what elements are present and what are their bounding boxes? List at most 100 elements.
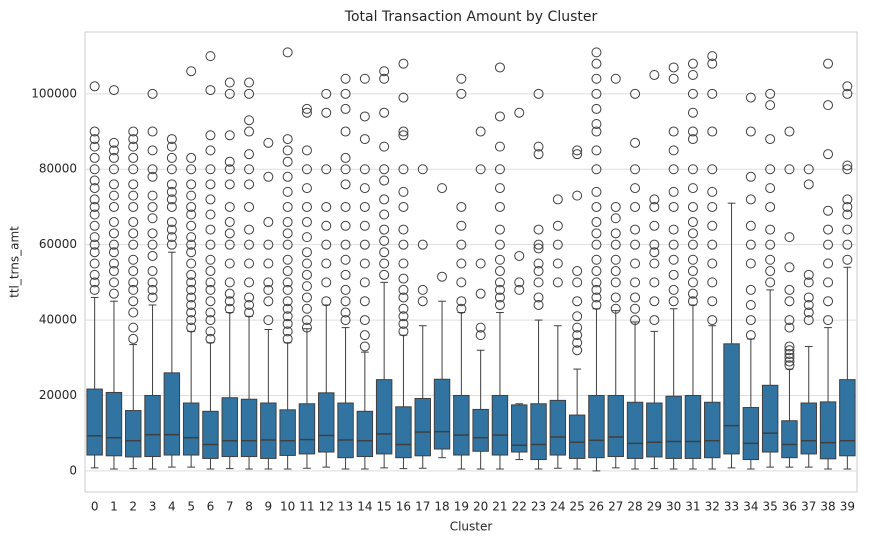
outlier xyxy=(282,254,293,265)
outlier xyxy=(205,333,216,344)
box xyxy=(202,410,219,459)
box xyxy=(453,394,470,456)
outlier xyxy=(456,201,467,212)
outlier xyxy=(649,277,660,288)
outlier xyxy=(166,224,177,235)
outlier xyxy=(282,284,293,295)
box xyxy=(742,407,760,461)
outlier xyxy=(591,103,602,114)
outlier xyxy=(765,164,776,175)
outlier xyxy=(128,152,139,163)
outlier xyxy=(765,183,776,194)
outlier xyxy=(340,73,351,84)
outlier xyxy=(108,145,119,156)
outlier xyxy=(707,201,718,212)
outlier xyxy=(456,277,467,288)
outlier xyxy=(205,307,216,318)
outlier xyxy=(765,100,776,111)
outlier xyxy=(649,201,660,212)
outlier xyxy=(224,303,235,314)
outlier xyxy=(205,145,216,156)
outlier xyxy=(359,111,370,122)
outlier xyxy=(205,164,216,175)
outlier xyxy=(89,194,100,205)
outlier xyxy=(649,258,660,269)
outlier xyxy=(263,284,274,295)
outlier xyxy=(398,318,409,329)
outlier xyxy=(687,88,698,99)
outlier xyxy=(89,183,100,194)
outlier xyxy=(591,58,602,69)
chart-title: Total Transaction Amount by Cluster xyxy=(344,9,598,25)
box xyxy=(125,410,142,458)
outlier xyxy=(186,307,197,318)
outlier xyxy=(379,194,390,205)
outlier xyxy=(186,247,197,258)
outlier xyxy=(494,224,505,235)
outlier xyxy=(668,254,679,265)
outlier xyxy=(147,145,158,156)
outlier xyxy=(379,209,390,220)
outlier xyxy=(630,315,641,326)
outlier xyxy=(494,201,505,212)
outlier xyxy=(379,269,390,280)
outlier xyxy=(784,352,795,363)
box xyxy=(105,391,123,457)
box xyxy=(279,409,296,456)
outlier xyxy=(610,266,621,277)
outlier xyxy=(244,115,255,126)
outlier xyxy=(108,201,119,212)
outlier xyxy=(765,201,776,212)
outlier xyxy=(321,277,332,288)
outlier xyxy=(340,88,351,99)
outlier xyxy=(649,239,660,250)
outlier xyxy=(823,315,834,326)
outlier xyxy=(552,220,563,231)
x-tick-label: 18 xyxy=(434,500,449,514)
outlier xyxy=(224,239,235,250)
outlier xyxy=(630,224,641,235)
outlier xyxy=(572,266,583,277)
outlier xyxy=(379,247,390,258)
x-tick-label: 3 xyxy=(149,500,157,514)
outlier xyxy=(533,224,544,235)
outlier xyxy=(282,201,293,212)
outlier xyxy=(147,88,158,99)
outlier xyxy=(803,307,814,318)
outlier xyxy=(823,277,834,288)
box xyxy=(356,410,374,458)
outlier xyxy=(89,81,100,92)
x-tick-label: 29 xyxy=(647,500,662,514)
outlier xyxy=(494,292,505,303)
outlier xyxy=(128,134,139,145)
outlier xyxy=(282,239,293,250)
outlier xyxy=(128,284,139,295)
outlier xyxy=(301,315,312,326)
outlier xyxy=(244,126,255,137)
outlier xyxy=(224,164,235,175)
y-tick-label: 60000 xyxy=(39,237,77,251)
outlier xyxy=(745,194,756,205)
outlier xyxy=(687,69,698,80)
outlier xyxy=(89,141,100,152)
outlier xyxy=(707,220,718,231)
outlier xyxy=(379,175,390,186)
outlier xyxy=(842,239,853,250)
outlier xyxy=(591,284,602,295)
outlier xyxy=(166,232,177,243)
outlier xyxy=(842,201,853,212)
outlier xyxy=(610,239,621,250)
box xyxy=(221,397,238,458)
outlier xyxy=(186,66,197,77)
outlier xyxy=(668,284,679,295)
outlier xyxy=(765,134,776,145)
outlier xyxy=(89,201,100,212)
outlier xyxy=(359,183,370,194)
outlier xyxy=(128,190,139,201)
outlier xyxy=(398,326,409,337)
outlier xyxy=(456,296,467,307)
box xyxy=(298,403,316,455)
outlier xyxy=(186,209,197,220)
box xyxy=(395,406,412,459)
outlier xyxy=(572,322,583,333)
